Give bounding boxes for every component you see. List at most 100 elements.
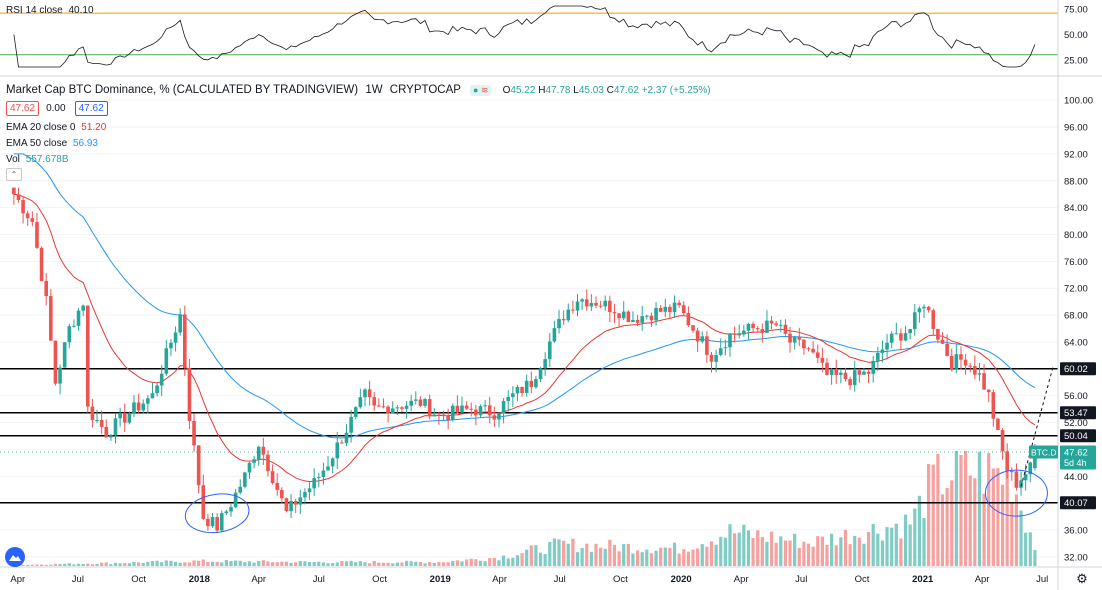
- candle[interactable]: [49, 289, 53, 341]
- candle[interactable]: [109, 433, 113, 441]
- candle[interactable]: [654, 302, 658, 326]
- candle[interactable]: [783, 319, 788, 336]
- candle[interactable]: [483, 399, 487, 411]
- candle[interactable]: [529, 371, 534, 394]
- collapse-chevron-icon[interactable]: ⌃: [6, 168, 22, 181]
- candle[interactable]: [912, 304, 917, 336]
- candle[interactable]: [252, 455, 256, 469]
- candle[interactable]: [589, 294, 594, 311]
- candle[interactable]: [1000, 428, 1005, 460]
- candle[interactable]: [289, 494, 293, 519]
- candle[interactable]: [400, 406, 404, 413]
- candle[interactable]: [275, 473, 280, 496]
- candle[interactable]: [432, 408, 437, 417]
- candle[interactable]: [959, 346, 963, 370]
- candle[interactable]: [219, 510, 224, 533]
- candle[interactable]: [81, 304, 85, 316]
- candle[interactable]: [889, 331, 894, 349]
- candle[interactable]: [866, 368, 871, 384]
- candle[interactable]: [132, 395, 136, 418]
- candle[interactable]: [409, 394, 413, 412]
- candle[interactable]: [427, 394, 432, 420]
- candle[interactable]: [940, 332, 945, 345]
- candle[interactable]: [450, 403, 455, 422]
- candle[interactable]: [358, 388, 363, 409]
- candle[interactable]: [991, 389, 996, 427]
- candle[interactable]: [266, 450, 270, 477]
- candle[interactable]: [280, 487, 284, 504]
- candle[interactable]: [492, 406, 497, 427]
- candle[interactable]: [945, 334, 949, 357]
- candle[interactable]: [497, 412, 501, 428]
- candle[interactable]: [695, 327, 700, 352]
- candle[interactable]: [746, 322, 751, 341]
- candle[interactable]: [460, 396, 464, 414]
- candle[interactable]: [127, 411, 132, 425]
- candle[interactable]: [478, 404, 483, 418]
- candle[interactable]: [575, 293, 580, 317]
- candle[interactable]: [243, 471, 247, 489]
- candle[interactable]: [552, 320, 557, 343]
- candle[interactable]: [67, 323, 72, 349]
- candle[interactable]: [792, 335, 797, 350]
- horizontal-levels[interactable]: [0, 367, 1058, 504]
- candle[interactable]: [839, 368, 843, 384]
- candle[interactable]: [511, 386, 515, 407]
- candle[interactable]: [261, 437, 266, 465]
- candle[interactable]: [113, 412, 118, 444]
- candle[interactable]: [760, 323, 765, 343]
- candle[interactable]: [774, 320, 778, 327]
- candle[interactable]: [155, 382, 159, 397]
- candle[interactable]: [968, 362, 973, 373]
- candle[interactable]: [543, 352, 547, 376]
- candle[interactable]: [608, 295, 612, 323]
- candle[interactable]: [335, 431, 340, 469]
- candle[interactable]: [1005, 443, 1009, 479]
- candle[interactable]: [797, 327, 802, 347]
- candle[interactable]: [159, 364, 164, 397]
- candle[interactable]: [414, 391, 418, 405]
- candle[interactable]: [520, 386, 524, 397]
- candle[interactable]: [732, 326, 737, 343]
- candle[interactable]: [986, 389, 991, 403]
- candle[interactable]: [474, 404, 478, 426]
- candle[interactable]: [769, 316, 774, 330]
- candle[interactable]: [169, 339, 173, 356]
- candle[interactable]: [303, 488, 307, 505]
- candle[interactable]: [617, 312, 621, 328]
- candle[interactable]: [806, 346, 811, 352]
- candle[interactable]: [876, 346, 880, 371]
- candle[interactable]: [104, 419, 109, 438]
- candle[interactable]: [949, 348, 954, 372]
- candle[interactable]: [418, 396, 423, 408]
- settings-gear-icon[interactable]: ⚙: [1076, 571, 1088, 586]
- candle[interactable]: [534, 375, 538, 389]
- candle[interactable]: [44, 273, 49, 306]
- candle[interactable]: [834, 359, 839, 384]
- candle[interactable]: [691, 324, 695, 333]
- interval-label[interactable]: 1W: [365, 84, 383, 96]
- candle[interactable]: [12, 187, 16, 205]
- symbol-title[interactable]: Market Cap BTC Dominance, % (CALCULATED …: [6, 84, 359, 96]
- candle[interactable]: [640, 305, 644, 332]
- candle[interactable]: [256, 445, 261, 466]
- candle[interactable]: [390, 401, 395, 414]
- candle[interactable]: [30, 211, 35, 227]
- candle[interactable]: [76, 307, 81, 331]
- candle[interactable]: [561, 310, 566, 325]
- candle[interactable]: [668, 304, 672, 318]
- candle[interactable]: [25, 210, 30, 226]
- candle[interactable]: [963, 353, 968, 375]
- candle[interactable]: [446, 408, 450, 430]
- ema50-legend[interactable]: EMA 50 close 56.93: [6, 138, 98, 149]
- candle[interactable]: [658, 304, 663, 313]
- candle[interactable]: [353, 406, 358, 420]
- candle[interactable]: [229, 504, 233, 517]
- candle[interactable]: [210, 512, 215, 528]
- candle[interactable]: [395, 405, 400, 416]
- candle[interactable]: [441, 410, 446, 421]
- exchange-label[interactable]: CRYPTOCAP: [389, 84, 461, 96]
- volume-legend[interactable]: Vol 557.678B: [6, 154, 69, 165]
- candle[interactable]: [85, 305, 90, 413]
- candle[interactable]: [192, 413, 196, 452]
